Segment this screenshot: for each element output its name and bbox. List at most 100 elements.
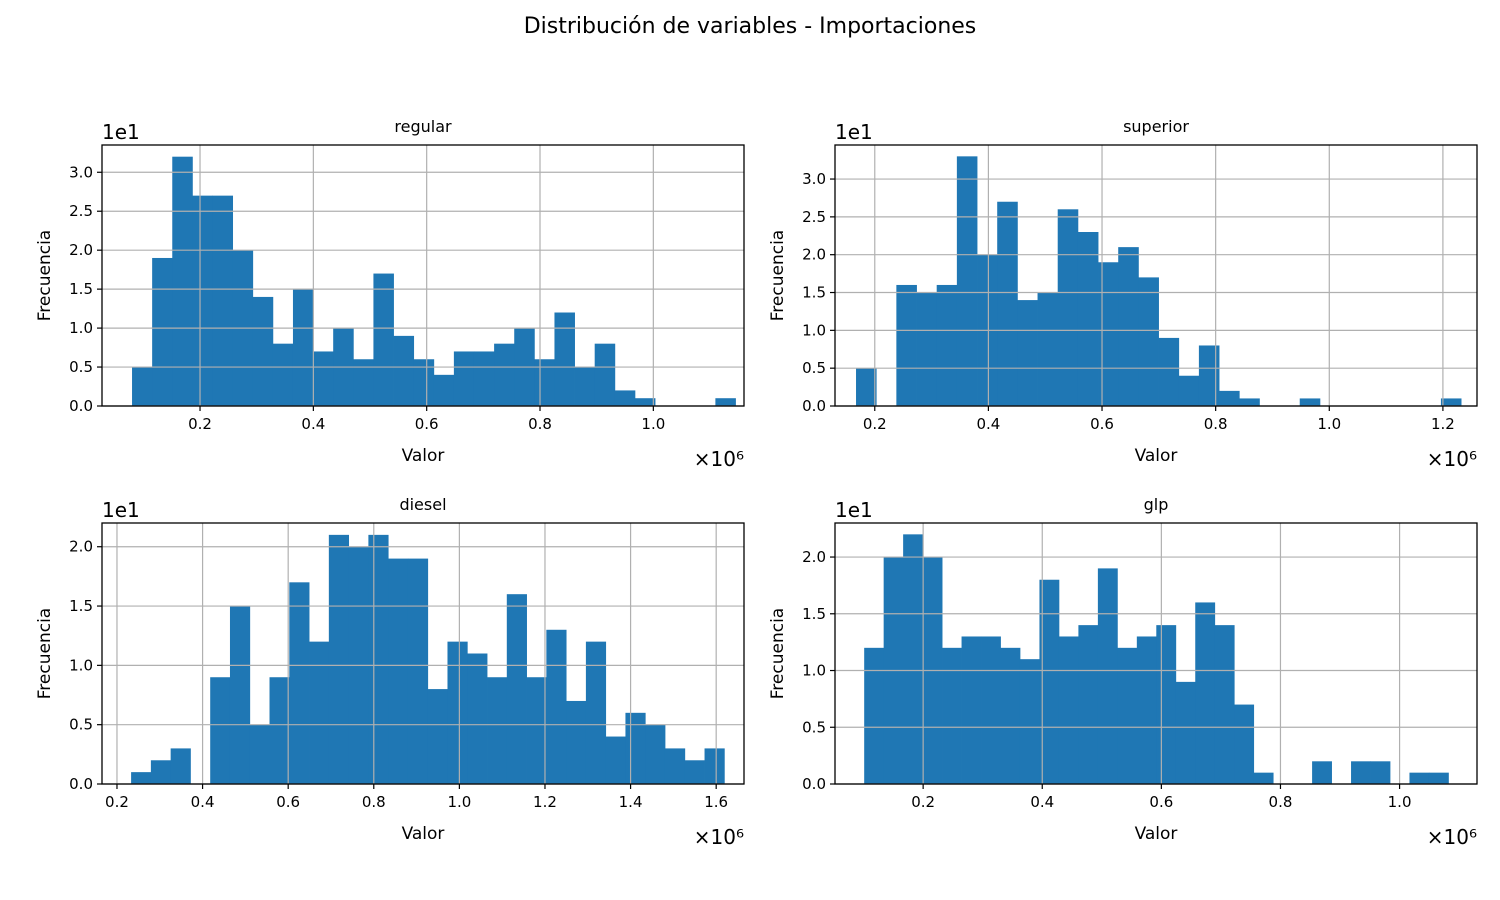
histogram-bar — [1195, 602, 1216, 784]
y-tick-label: 0.5 — [69, 716, 93, 734]
histogram-bar — [956, 156, 978, 406]
histogram-bar — [704, 748, 725, 784]
y-axis-label: Frecuencia — [768, 230, 788, 321]
histogram-bar — [1428, 772, 1449, 784]
x-axis-label: Valor — [1135, 824, 1178, 844]
y-tick-label: 3.0 — [69, 163, 93, 181]
histogram-bar — [1118, 247, 1139, 406]
histogram-bar — [1239, 398, 1260, 406]
histogram-bar — [1098, 262, 1119, 406]
histogram-bar — [534, 359, 555, 406]
y-tick-label: 2.0 — [69, 241, 93, 259]
axes-frame — [834, 522, 1478, 785]
histogram-bar — [132, 367, 153, 406]
histogram-bar — [1077, 232, 1099, 406]
x-tick-label: 1.0 — [641, 415, 665, 433]
histogram-bar — [1039, 579, 1060, 784]
histogram-bar — [896, 284, 917, 406]
subplot-superior: 0.2 0.4 0.6 0.8 1.0 1.2 0.0 0.5 1.0 1.5 2.0 2.5 3.0 s… — [768, 117, 1478, 471]
histogram-bar — [388, 558, 409, 784]
y-tick-label: 1.0 — [802, 662, 826, 680]
histogram-bar — [353, 359, 374, 406]
histogram-bar — [1158, 337, 1180, 406]
x-tick-label: 0.2 — [911, 793, 935, 811]
histogram-bar — [1198, 345, 1220, 406]
y-offset-label: 1e1 — [102, 498, 140, 522]
histogram-bar — [172, 156, 193, 406]
axes-frame — [834, 144, 1478, 407]
histogram-bar — [313, 351, 334, 406]
histogram-bar — [546, 629, 567, 784]
histogram-bar — [1370, 761, 1391, 784]
y-offset-label: 1e1 — [835, 120, 873, 144]
axes-frame — [101, 144, 745, 407]
y-tick-label: 0.5 — [802, 359, 826, 377]
y-tick-label: 0.0 — [802, 397, 826, 415]
x-offset-label: ×10⁶ — [694, 447, 744, 471]
histogram-bar — [453, 351, 475, 406]
y-tick-label: 2.0 — [802, 548, 826, 566]
x-tick-label: 0.4 — [301, 415, 325, 433]
y-tick-label: 1.5 — [69, 280, 93, 298]
y-tick-label: 0.0 — [802, 775, 826, 793]
x-offset-label: ×10⁶ — [694, 825, 744, 849]
histogram-bar — [1234, 704, 1255, 784]
y-tick-label: 2.0 — [69, 538, 93, 556]
x-tick-label: 1.0 — [1317, 415, 1341, 433]
histogram-bar — [393, 335, 415, 406]
histogram-bar — [249, 724, 270, 784]
x-tick-label: 0.6 — [415, 415, 439, 433]
histogram-bar — [131, 772, 152, 784]
x-tick-label: 1.2 — [1431, 415, 1455, 433]
histogram-bar — [413, 359, 435, 406]
x-tick-label: 0.6 — [1149, 793, 1173, 811]
histogram-bar — [1117, 647, 1138, 784]
histogram-bar — [473, 351, 495, 406]
histogram-bar — [427, 689, 448, 784]
histogram-bar — [229, 606, 251, 784]
histogram-bar — [526, 677, 547, 784]
x-tick-label: 1.0 — [1388, 793, 1412, 811]
histogram-bar — [1078, 625, 1099, 784]
histogram-bar — [373, 273, 394, 406]
x-tick-label: 0.4 — [976, 415, 1000, 433]
y-tick-label: 0.5 — [802, 718, 826, 736]
histogram-bar — [192, 195, 213, 406]
histogram-bar — [856, 368, 877, 406]
histogram-bar — [1409, 772, 1430, 784]
histogram-bar — [903, 534, 924, 784]
histogram-bar — [1000, 647, 1021, 784]
y-axis-label: Frecuencia — [768, 608, 788, 699]
histogram-bar — [368, 534, 389, 784]
subplot-diesel: 0.2 0.4 0.6 0.8 1.0 1.2 1.4 1.6 0.0 0.5 1.0 1.5 2.0 d… — [35, 495, 745, 849]
x-axis-label: Valor — [402, 824, 445, 844]
histogram-bar — [212, 195, 234, 406]
x-axis-label: Valor — [1135, 446, 1178, 466]
x-tick-label: 1.0 — [447, 793, 471, 811]
subplot-glp: 0.2 0.4 0.6 0.8 1.0 0.0 0.5 1.0 1.5 2.0 glp Valor Fr… — [768, 495, 1478, 849]
histogram-bar — [634, 398, 656, 406]
y-tick-label: 2.0 — [802, 246, 826, 264]
y-tick-label: 0.0 — [69, 775, 93, 793]
y-tick-label: 2.5 — [802, 208, 826, 226]
histogram-bar — [269, 677, 290, 784]
histogram-bar — [664, 748, 686, 784]
histogram-bar — [1440, 398, 1462, 406]
x-tick-label: 0.6 — [276, 793, 300, 811]
x-tick-label: 1.2 — [533, 793, 557, 811]
histogram-bar — [916, 292, 938, 406]
histogram-bar — [585, 641, 607, 784]
histogram-bar — [1058, 636, 1079, 784]
histogram-bar — [1178, 375, 1200, 406]
histogram-bar — [170, 748, 191, 784]
x-offset-label: ×10⁶ — [1427, 447, 1477, 471]
x-tick-label: 0.6 — [1090, 415, 1114, 433]
histogram-bar — [152, 257, 173, 406]
y-tick-label: 1.5 — [802, 284, 826, 302]
y-tick-label: 1.0 — [69, 656, 93, 674]
x-tick-label: 1.4 — [619, 793, 643, 811]
y-axis-label: Frecuencia — [35, 230, 55, 321]
x-tick-label: 0.8 — [528, 415, 552, 433]
histogram-bar — [1019, 659, 1040, 784]
